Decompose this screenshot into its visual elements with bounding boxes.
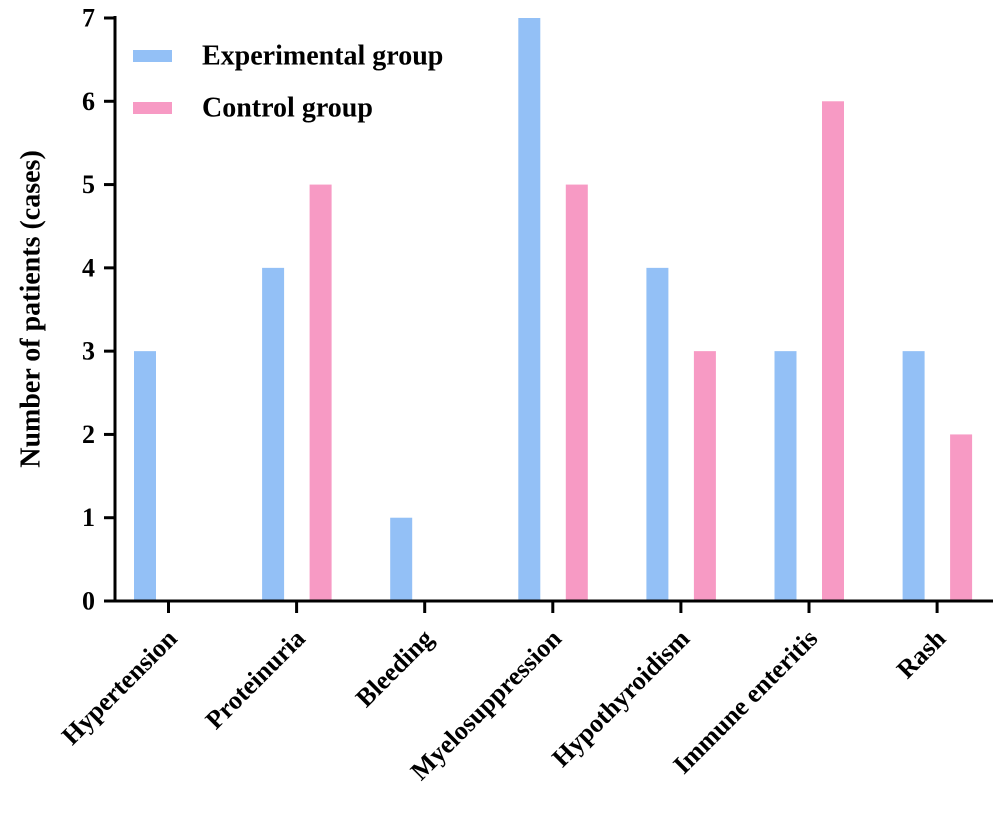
y-tick-label: 0 [82,587,95,616]
x-category-label: Hypertension [56,623,183,750]
bar-experimental-0 [134,351,156,601]
bar-experimental-3 [518,18,541,601]
y-tick-label: 7 [82,4,95,33]
x-category-label: Rash [891,623,952,684]
bar-control-1 [309,184,332,602]
y-tick-label: 6 [82,87,95,116]
x-category-label: Bleeding [350,624,439,713]
bar-control-3 [565,184,588,602]
y-tick-label: 5 [82,170,95,199]
bar-experimental-1 [262,267,285,601]
bar-experimental-2 [390,517,413,601]
y-axis-title: Number of patients (cases) [16,150,47,468]
x-ticks-group: Hypertension Proteinuria BleedingMyelosupp… [56,601,952,786]
y-tick-label: 3 [82,337,95,366]
y-tick-label: 1 [82,503,95,532]
bar-control-6 [950,434,973,601]
bar-control-5 [822,101,844,602]
y-tick-label: 2 [82,420,95,449]
y-tick-label: 4 [82,253,95,282]
legend-swatch-control [133,102,172,114]
legend-swatch-experimental [133,50,172,62]
bar-experimental-5 [774,351,797,601]
bar-control-4 [693,351,716,601]
x-category-label: Hypothyroidism [546,623,695,772]
x-category-label: Proteinuria [200,624,311,735]
legend-label-experimental: Experimental group [202,41,443,72]
bars-group [134,18,973,602]
legend-label-control: Control group [202,93,373,124]
y-ticks-group: 0 1 2 3 4 5 6 7 [82,4,115,616]
legend: Experimental group Control group [133,41,443,124]
bar-experimental-6 [902,351,925,601]
bar-experimental-4 [646,267,669,601]
